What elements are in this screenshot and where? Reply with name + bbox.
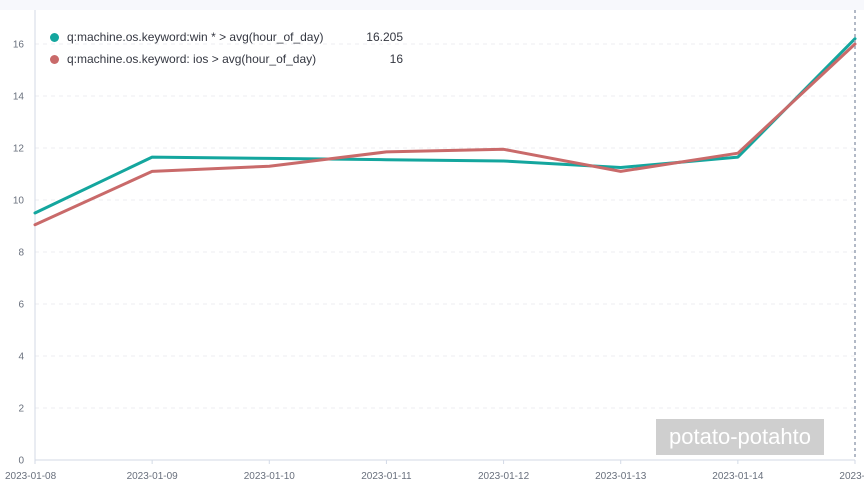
- legend-value-ios: 16: [389, 52, 403, 66]
- data-point[interactable]: [150, 169, 154, 173]
- data-point[interactable]: [502, 159, 506, 163]
- data-point[interactable]: [619, 166, 623, 170]
- x-tick-label: 2023-01-11: [361, 471, 412, 482]
- legend-label-win: q:machine.os.keyword:win * > avg(hour_of…: [67, 30, 324, 44]
- y-tick-label: 6: [18, 300, 24, 311]
- y-tick-label: 16: [13, 40, 25, 51]
- x-tick-label: 2023-0: [839, 471, 864, 482]
- legend: q:machine.os.keyword:win * > avg(hour_of…: [50, 26, 403, 70]
- data-point[interactable]: [150, 155, 154, 159]
- y-tick-label: 14: [13, 92, 25, 103]
- data-point[interactable]: [736, 151, 740, 155]
- y-tick-label: 4: [18, 352, 24, 363]
- data-point[interactable]: [502, 147, 506, 151]
- y-tick-label: 10: [13, 196, 25, 207]
- series-line-0[interactable]: [33, 37, 857, 215]
- legend-swatch-win: [50, 32, 59, 42]
- x-tick-label: 2023-01-12: [478, 471, 530, 482]
- legend-item-ios[interactable]: q:machine.os.keyword: ios > avg(hour_of_…: [50, 48, 403, 70]
- data-point[interactable]: [267, 164, 271, 168]
- y-tick-label: 0: [18, 456, 24, 467]
- data-point[interactable]: [736, 155, 740, 159]
- watermark: potato-potahto: [656, 419, 824, 455]
- y-tick-label: 2: [18, 404, 24, 415]
- y-tick-label: 8: [18, 248, 24, 259]
- data-point[interactable]: [384, 158, 388, 162]
- data-point[interactable]: [267, 156, 271, 160]
- x-tick-label: 2023-01-08: [5, 471, 57, 482]
- data-point[interactable]: [384, 150, 388, 154]
- top-strip: [0, 0, 864, 10]
- legend-value-win: 16.205: [366, 30, 403, 44]
- x-tick-label: 2023-01-09: [127, 471, 179, 482]
- legend-label-ios: q:machine.os.keyword: ios > avg(hour_of_…: [67, 52, 317, 66]
- series-lines[interactable]: [33, 37, 857, 227]
- data-point[interactable]: [33, 223, 37, 227]
- data-point[interactable]: [33, 211, 37, 215]
- y-tick-label: 12: [13, 144, 25, 155]
- x-tick-label: 2023-01-14: [712, 471, 764, 482]
- x-tick-label: 2023-01-13: [595, 471, 647, 482]
- legend-swatch-ios: [50, 54, 59, 64]
- y-axis-ticks: 0 2 4 6 8 10 12 14 16: [13, 40, 25, 467]
- legend-item-win[interactable]: q:machine.os.keyword:win * > avg(hour_of…: [50, 26, 403, 48]
- axes: [34, 10, 855, 461]
- x-tick-label: 2023-01-10: [244, 471, 296, 482]
- series-line-1[interactable]: [33, 42, 857, 227]
- gridlines: [35, 43, 855, 409]
- data-point[interactable]: [619, 169, 623, 173]
- x-axis-ticks: 2023-01-08 2023-01-09 2023-01-10 2023-01-11…: [5, 460, 864, 482]
